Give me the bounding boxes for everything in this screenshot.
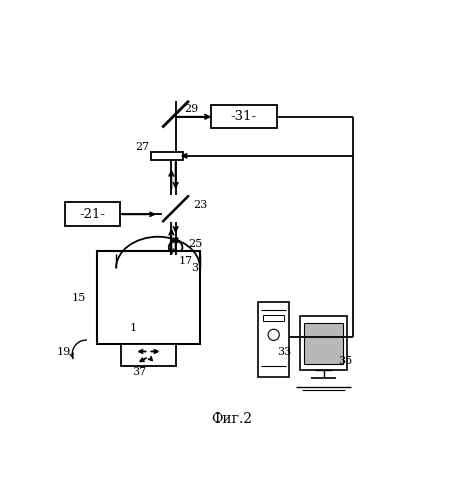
Bar	[258, 302, 289, 377]
Text: 33: 33	[276, 348, 291, 358]
Text: 3: 3	[191, 264, 198, 274]
Text: 15: 15	[72, 293, 86, 303]
Text: 1: 1	[130, 323, 137, 333]
Bar	[97, 250, 200, 344]
Bar	[151, 152, 182, 160]
Text: 17: 17	[179, 256, 193, 266]
Bar	[65, 202, 119, 226]
Text: -31-: -31-	[230, 110, 257, 124]
Bar	[210, 106, 276, 128]
Text: 19: 19	[56, 348, 70, 358]
Bar	[262, 314, 284, 321]
Bar	[121, 344, 175, 366]
Text: -21-: -21-	[79, 208, 105, 221]
Text: Фиг.2: Фиг.2	[211, 412, 252, 426]
Text: 35: 35	[338, 356, 352, 366]
Bar	[304, 324, 342, 364]
Text: 29: 29	[184, 104, 198, 114]
Text: 27: 27	[135, 142, 149, 152]
Text: 25: 25	[188, 238, 202, 248]
Text: 23: 23	[193, 200, 207, 210]
Bar	[299, 316, 346, 370]
Text: 37: 37	[132, 368, 146, 378]
